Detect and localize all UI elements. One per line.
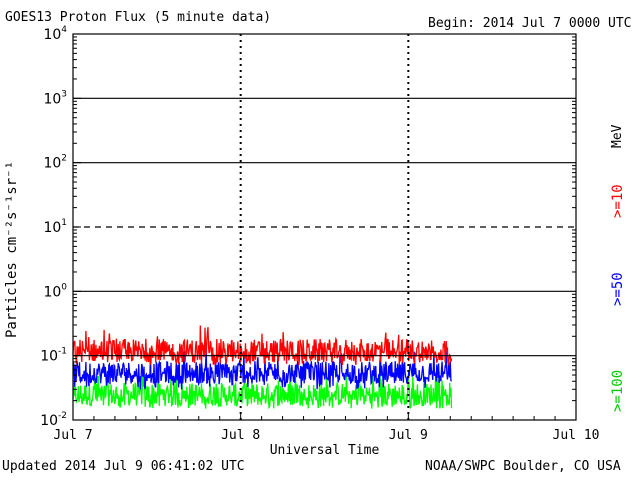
- x-axis-label: Universal Time: [270, 443, 380, 458]
- y-tick-label: 104: [43, 25, 67, 43]
- y-tick-base: 10: [40, 413, 58, 429]
- y-tick-exponent: 0: [61, 282, 67, 292]
- y-tick-exponent: 3: [61, 89, 67, 99]
- y-tick-label: 10-1: [40, 347, 67, 365]
- y-tick-exponent: -2: [58, 411, 67, 421]
- y-tick-exponent: 1: [61, 218, 67, 228]
- credit-label: NOAA/SWPC Boulder, CO USA: [425, 459, 621, 474]
- updated-timestamp: Updated 2014 Jul 9 06:41:02 UTC: [2, 459, 245, 474]
- y-tick-base: 10: [40, 349, 58, 365]
- legend-unit: MeV: [610, 124, 625, 148]
- x-tick-label: Jul 7: [53, 428, 92, 443]
- y-axis-label: Particles cm⁻²s⁻¹sr⁻¹: [4, 161, 20, 338]
- begin-date: Begin: 2014 Jul 7 0000 UTC: [428, 16, 632, 31]
- y-tick-base: 10: [43, 284, 61, 300]
- y-tick-base: 10: [43, 91, 61, 107]
- legend-item-100mev: >=100: [610, 369, 626, 412]
- y-tick-exponent: 4: [61, 25, 67, 35]
- y-tick-base: 10: [43, 156, 61, 172]
- x-tick-label: Jul 10: [553, 428, 600, 443]
- series-line-100mev: [72, 365, 453, 410]
- y-tick-exponent: -1: [58, 347, 67, 357]
- chart-title: GOES13 Proton Flux (5 minute data): [5, 10, 272, 25]
- series-line-50mev: [72, 348, 453, 390]
- y-tick-label: 103: [43, 89, 67, 107]
- y-tick-label: 10-2: [40, 411, 67, 429]
- y-axis-label-text: Particles cm⁻²s⁻¹sr⁻¹: [4, 160, 20, 338]
- x-tick-label: Jul 8: [221, 428, 260, 443]
- y-tick-label: 101: [43, 218, 67, 236]
- y-tick-label: 102: [43, 154, 67, 172]
- y-tick-exponent: 2: [61, 154, 67, 164]
- y-tick-base: 10: [43, 220, 61, 236]
- y-tick-base: 10: [43, 27, 61, 43]
- series-line-10mev: [72, 325, 453, 367]
- legend-item-50mev: >=50: [610, 272, 626, 306]
- y-tick-label: 100: [43, 282, 67, 300]
- x-tick-label: Jul 9: [389, 428, 428, 443]
- legend-item-10mev: >=10: [610, 184, 626, 218]
